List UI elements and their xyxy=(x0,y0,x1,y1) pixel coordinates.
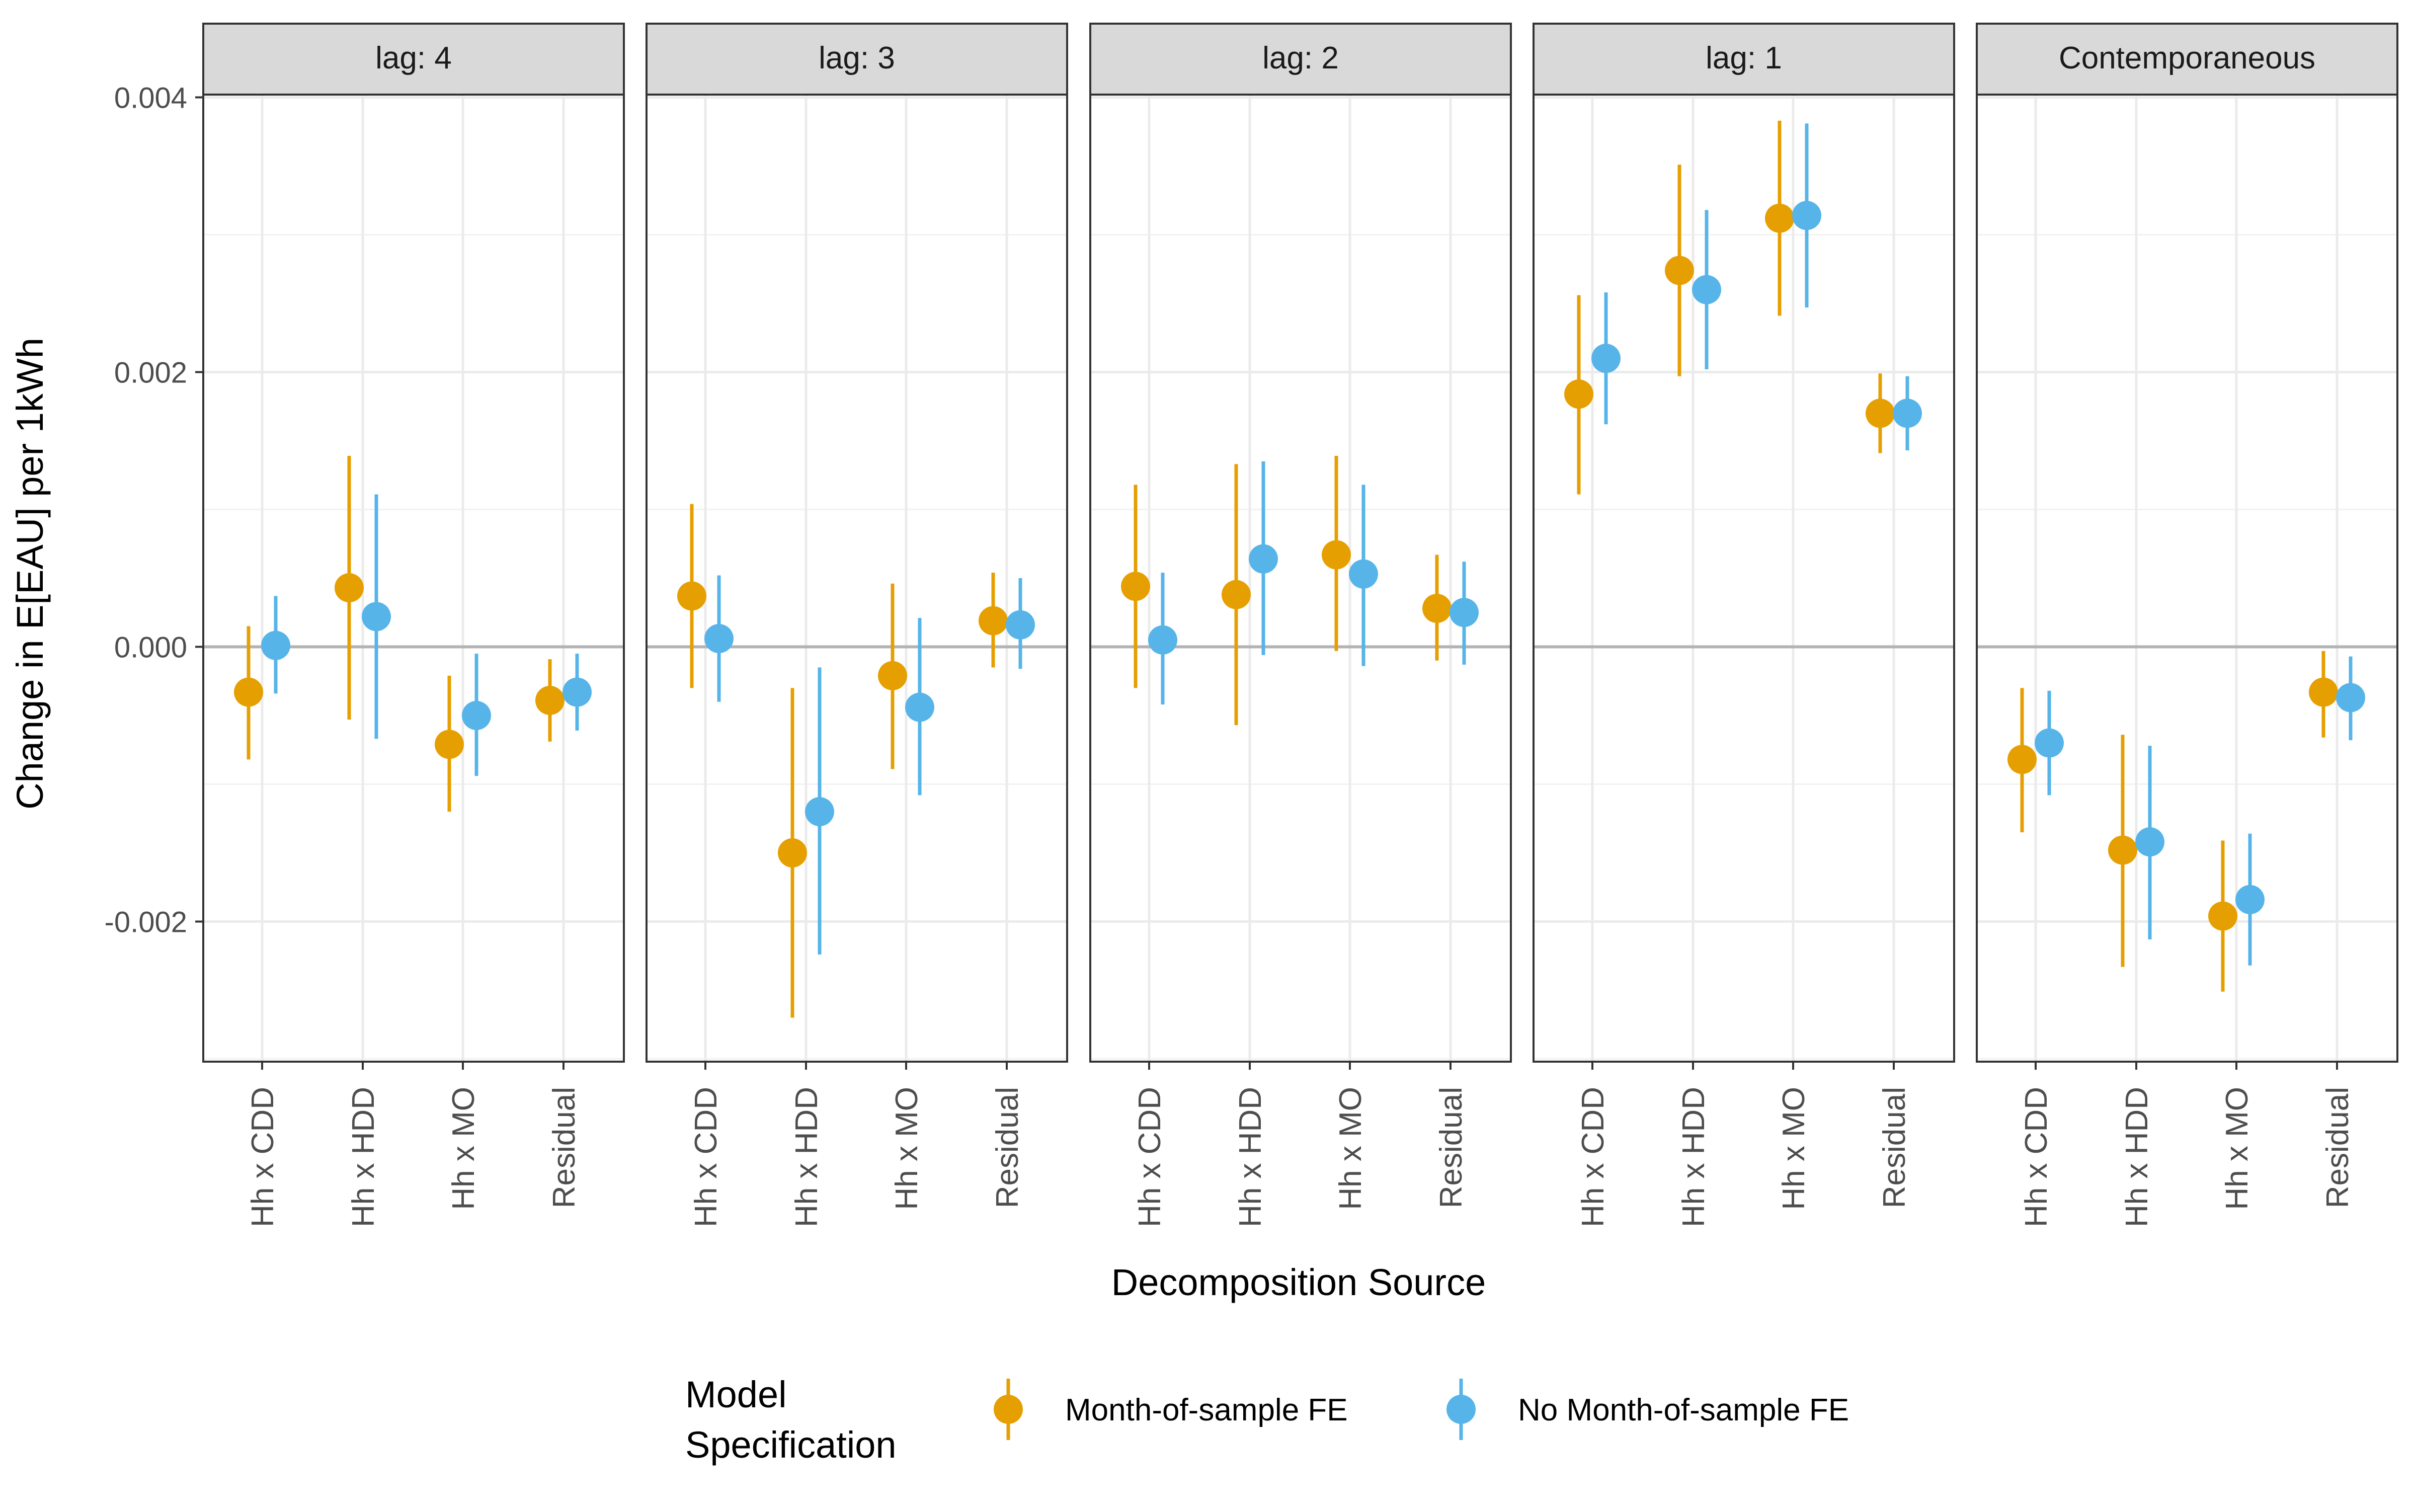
facet-strip-label: lag: 2 xyxy=(1262,41,1339,75)
legend-label: Month-of-sample FE xyxy=(1065,1393,1348,1427)
legend-title: Model Specification xyxy=(685,1374,897,1466)
x-tick-label: Hh x CDD xyxy=(689,1087,723,1227)
data-point xyxy=(1564,379,1593,409)
x-tick-label: Hh x MO xyxy=(890,1087,924,1210)
x-tick-label: Hh x MO xyxy=(446,1087,481,1210)
data-point xyxy=(1765,203,1794,233)
facet-strip xyxy=(646,23,1068,96)
legend-key-point xyxy=(1446,1395,1476,1424)
facet-strip-label: lag: 3 xyxy=(819,41,895,75)
data-point xyxy=(1692,275,1721,304)
x-tick-label: Hh x HDD xyxy=(2120,1087,2154,1227)
data-point xyxy=(261,630,290,660)
data-point xyxy=(1665,256,1694,285)
data-point xyxy=(1148,625,1177,655)
facet-panel: Contemporaneous Hh x CDD Hh x HDD Hh x MO Re… xyxy=(1976,23,2398,1227)
x-tick-label: Hh x MO xyxy=(1777,1087,1811,1210)
x-tick-label: Residual xyxy=(2320,1087,2355,1208)
x-tick-label: Hh x CDD xyxy=(1133,1087,1167,1227)
data-point xyxy=(905,692,934,722)
data-point xyxy=(435,730,464,759)
legend-item: Month-of-sample FE xyxy=(994,1379,1348,1440)
legend-item: No Month-of-sample FE xyxy=(1446,1379,1849,1440)
data-point xyxy=(562,677,592,707)
data-point xyxy=(1591,344,1621,373)
data-point xyxy=(805,797,834,827)
panel-background xyxy=(1977,95,2397,1062)
x-tick-label: Residual xyxy=(1434,1087,1469,1208)
data-point xyxy=(362,602,391,631)
data-point xyxy=(1322,540,1351,570)
x-tick-label: Hh x HDD xyxy=(789,1087,824,1227)
x-tick-label: Hh x HDD xyxy=(1676,1087,1711,1227)
panel-background xyxy=(1090,95,1511,1062)
data-point xyxy=(335,573,364,603)
axis-layer: -0.002 0.000 0.002 0.004 xyxy=(105,82,203,939)
data-point xyxy=(2135,827,2164,857)
data-point xyxy=(704,624,734,654)
data-point xyxy=(1450,598,1479,627)
facet-panel: lag: 3 Hh x CDD Hh x HDD Hh x MO Residual xyxy=(646,23,1068,1227)
data-point xyxy=(234,677,263,707)
data-point xyxy=(1249,544,1278,574)
facet-panel: lag: 1 Hh x CDD Hh x HDD Hh x MO Residual xyxy=(1533,23,1955,1227)
data-point xyxy=(2208,901,2237,931)
data-point xyxy=(1893,399,1922,428)
data-point xyxy=(1121,572,1150,601)
data-point xyxy=(535,685,565,715)
facet-strip-label: Contemporaneous xyxy=(2059,41,2315,75)
x-tick-label: Hh x CDD xyxy=(246,1087,280,1227)
data-point xyxy=(1222,580,1251,609)
panels-layer: lag: 4Hh x CDD Hh x HDD Hh x MO Residuallag… xyxy=(202,23,2398,1227)
data-point xyxy=(2108,835,2137,865)
data-point xyxy=(2035,728,2064,758)
x-tick-label: Hh x MO xyxy=(2220,1087,2255,1210)
facet-strip xyxy=(1976,23,2398,96)
data-point xyxy=(1792,201,1821,230)
data-point xyxy=(2309,677,2338,707)
data-point xyxy=(878,661,907,690)
data-point xyxy=(677,581,706,611)
data-point xyxy=(1866,399,1895,428)
data-point xyxy=(2235,885,2265,914)
facet-strip xyxy=(1533,23,1955,96)
data-point xyxy=(2007,745,2037,774)
facet-panel: lag: 4 Hh x CDD Hh x HDD Hh x MO Residual xyxy=(202,23,625,1227)
facet-strip xyxy=(1089,23,1512,96)
data-point xyxy=(778,838,807,868)
y-tick-label: 0.000 xyxy=(114,631,187,664)
x-tick-label: Residual xyxy=(547,1087,582,1208)
facet-strip-label: lag: 4 xyxy=(375,41,452,75)
x-tick-label: Hh x CDD xyxy=(2019,1087,2054,1227)
facet-strip xyxy=(202,23,625,96)
y-tick-label: 0.002 xyxy=(114,356,187,389)
panel-background xyxy=(203,95,624,1062)
legend: Model Specification Month-of-sample FE No M… xyxy=(685,1374,1849,1466)
data-point xyxy=(2336,683,2365,712)
data-point xyxy=(1422,594,1452,623)
x-tick-label: Residual xyxy=(1877,1087,1912,1208)
y-tick-label: -0.002 xyxy=(105,906,187,939)
facet-panel: lag: 2 Hh x CDD Hh x HDD Hh x MO Residual xyxy=(1089,23,1512,1227)
y-tick-label: 0.004 xyxy=(114,82,187,114)
legend-key-point xyxy=(994,1395,1023,1424)
data-point xyxy=(1349,559,1378,589)
data-point xyxy=(462,701,491,731)
y-axis-title: Change in E[EAU] per 1kWh xyxy=(9,338,51,810)
x-axis-title: Decomposition Source xyxy=(1111,1261,1486,1303)
x-tick-label: Hh x HDD xyxy=(346,1087,381,1227)
panel-background xyxy=(1534,95,1954,1062)
data-point xyxy=(979,606,1008,635)
data-point xyxy=(1006,610,1035,640)
legend-label: No Month-of-sample FE xyxy=(1518,1393,1849,1427)
facet-strip-label: lag: 1 xyxy=(1706,41,1782,75)
x-tick-label: Hh x HDD xyxy=(1233,1087,1268,1227)
x-tick-label: Residual xyxy=(990,1087,1025,1208)
x-tick-label: Hh x CDD xyxy=(1576,1087,1611,1227)
x-tick-label: Hh x MO xyxy=(1333,1087,1368,1210)
panel-background xyxy=(647,95,1067,1062)
